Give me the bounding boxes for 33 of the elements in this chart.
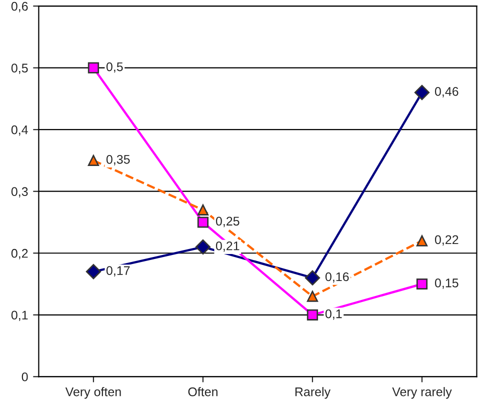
data-label: 0,25 [216, 216, 240, 228]
point [304, 270, 320, 286]
point [197, 204, 209, 216]
point [414, 84, 430, 100]
data-label: 0,21 [216, 241, 240, 252]
point [88, 62, 100, 74]
y-tick-label: 0,4 [11, 125, 28, 136]
data-label: 0,22 [434, 235, 458, 246]
y-tick-label: 0,3 [11, 187, 28, 198]
data-label: 0,1 [325, 309, 342, 320]
y-tick-label: 0,6 [11, 2, 28, 12]
y-tick-label: 0,5 [11, 64, 28, 74]
data-label: 0,46 [434, 87, 458, 98]
point [86, 264, 102, 280]
point [416, 278, 428, 290]
data-label: 0,35 [106, 154, 130, 166]
point [306, 290, 318, 302]
x-tick-label: Often [188, 387, 218, 396]
x-tick-label: Rarely [295, 387, 331, 399]
data-label: 0,5 [106, 62, 123, 73]
point [416, 235, 428, 246]
y-tick-label: 0 [22, 372, 28, 382]
data-label: 0,16 [325, 272, 349, 283]
y-tick-label: 0,1 [11, 310, 28, 322]
x-tick-label: Very often [65, 387, 121, 399]
data-label: 0,15 [434, 278, 458, 289]
point [197, 216, 209, 228]
point [88, 154, 100, 166]
y-tick-label: 0,2 [11, 248, 28, 260]
point [195, 239, 211, 255]
x-tick-label: Very rarely [392, 387, 452, 399]
data-label: 0,17 [106, 266, 130, 276]
point [306, 309, 318, 320]
